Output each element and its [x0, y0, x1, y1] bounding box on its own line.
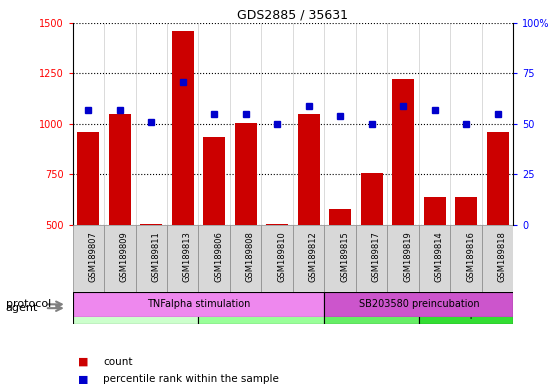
Text: GSM189819: GSM189819 — [403, 232, 412, 282]
Text: ■: ■ — [78, 357, 89, 367]
Bar — [419, 292, 513, 324]
Bar — [266, 223, 288, 225]
Text: GSM189813: GSM189813 — [183, 232, 192, 282]
Text: count: count — [103, 357, 133, 367]
Bar — [360, 173, 383, 225]
Bar — [455, 197, 477, 225]
Text: GSM189811: GSM189811 — [151, 232, 160, 282]
Bar — [109, 114, 131, 225]
Bar — [104, 225, 136, 292]
Bar — [235, 123, 257, 225]
Text: SB203580 preincubation: SB203580 preincubation — [359, 299, 479, 310]
Text: GSM189810: GSM189810 — [277, 232, 286, 282]
Text: SB203580 and
TNFalpha: SB203580 and TNFalpha — [430, 297, 502, 319]
Bar — [73, 292, 324, 317]
Bar — [356, 225, 387, 292]
Bar — [324, 292, 419, 324]
Text: GSM189818: GSM189818 — [498, 232, 507, 282]
Bar — [136, 225, 167, 292]
Bar — [262, 225, 293, 292]
Text: control 2: control 2 — [350, 303, 393, 313]
Text: control 1: control 1 — [114, 303, 157, 313]
Text: GSM189816: GSM189816 — [466, 232, 475, 282]
Bar — [297, 114, 320, 225]
Bar — [167, 225, 199, 292]
Bar — [230, 225, 262, 292]
Bar — [203, 137, 225, 225]
Bar — [199, 225, 230, 292]
Bar — [324, 225, 356, 292]
Text: GSM189815: GSM189815 — [340, 232, 349, 282]
Bar — [329, 209, 351, 225]
Text: agent: agent — [6, 303, 38, 313]
Text: GSM189806: GSM189806 — [214, 232, 223, 282]
Bar — [387, 225, 419, 292]
Bar — [419, 225, 450, 292]
Bar — [424, 197, 446, 225]
Text: GSM189814: GSM189814 — [435, 232, 444, 282]
Bar — [293, 225, 324, 292]
Bar — [482, 225, 513, 292]
Text: percentile rank within the sample: percentile rank within the sample — [103, 374, 279, 384]
Text: TNFalpha stimulation: TNFalpha stimulation — [147, 299, 250, 310]
Bar — [487, 132, 509, 225]
Bar — [392, 79, 414, 225]
Text: GSM189809: GSM189809 — [120, 232, 129, 282]
Text: TNFalpha: TNFalpha — [239, 303, 284, 313]
Bar — [199, 292, 324, 324]
Bar — [450, 225, 482, 292]
Bar — [172, 31, 194, 225]
Bar — [140, 223, 162, 225]
Bar — [324, 292, 513, 317]
Bar — [77, 132, 99, 225]
Text: GSM189807: GSM189807 — [88, 232, 97, 282]
Text: GSM189817: GSM189817 — [372, 232, 381, 282]
Bar — [73, 225, 104, 292]
Text: GSM189808: GSM189808 — [246, 232, 254, 282]
Text: ■: ■ — [78, 374, 89, 384]
Title: GDS2885 / 35631: GDS2885 / 35631 — [238, 9, 348, 22]
Text: GSM189812: GSM189812 — [309, 232, 318, 282]
Bar — [73, 292, 199, 324]
Text: protocol: protocol — [6, 299, 51, 310]
